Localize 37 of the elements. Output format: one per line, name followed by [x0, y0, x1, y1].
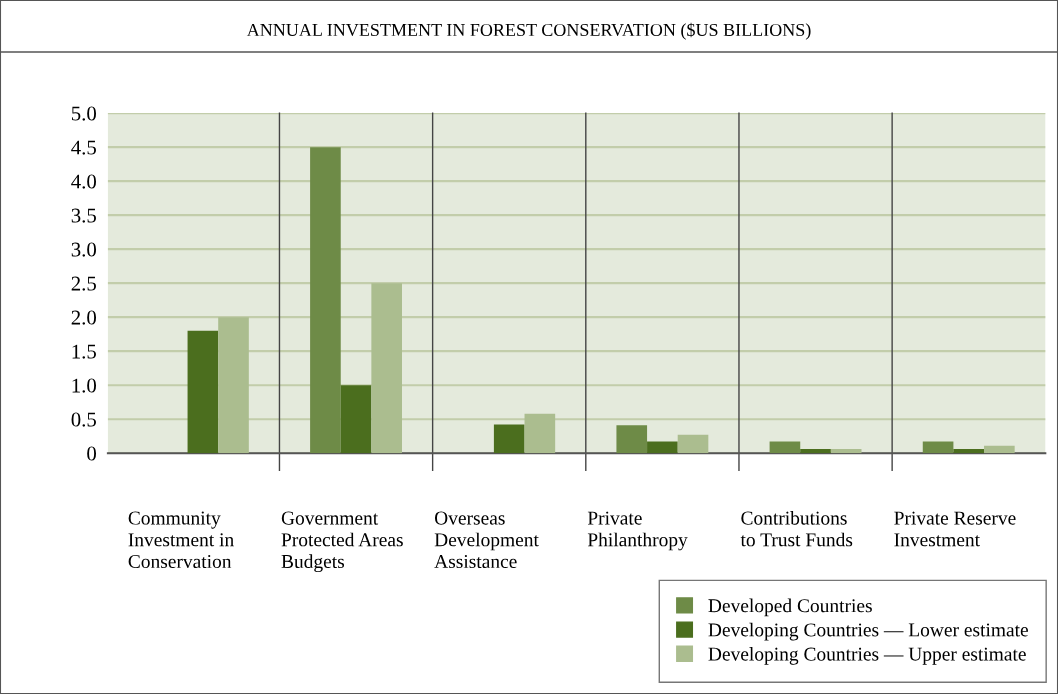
- bar: [340, 385, 372, 454]
- y-tick-label: 4.5: [71, 140, 96, 155]
- y-tick-label: 0.5: [71, 412, 96, 427]
- y-tick-label: 3.0: [71, 242, 97, 257]
- legend-label: Developing Countries — Lower estimate: [708, 622, 1028, 641]
- y-tick-label: 5.0: [71, 106, 97, 121]
- bar: [984, 445, 1015, 454]
- bar: [800, 449, 831, 454]
- x-tick-label: Contributions to Trust Funds: [740, 510, 853, 547]
- chart-title: ANNUAL INVESTMENT IN FOREST CONSERVATION ($US BILLIONS): [246, 22, 811, 40]
- bar: [616, 425, 648, 454]
- bar: [647, 441, 678, 454]
- y-tick-label: 4.0: [71, 174, 97, 189]
- x-tick-label: Community Investment in Conservation: [128, 511, 234, 569]
- bar: [830, 449, 862, 454]
- bar: [493, 424, 525, 454]
- bar: [677, 434, 709, 454]
- y-tick-label: 1.5: [72, 344, 96, 359]
- x-tick-label: Private Philanthropy: [587, 511, 688, 551]
- bar: [953, 449, 985, 454]
- bar: [922, 441, 954, 454]
- x-tick-label: Overseas Development Assistance: [434, 511, 539, 569]
- legend-label: Developing Countries — Upper estimate: [708, 647, 1026, 665]
- y-tick-label: 0: [87, 446, 97, 461]
- legend-label: Developed Countries: [708, 598, 872, 617]
- bar: [524, 413, 556, 454]
- x-tick-label: Government Protected Areas Budgets: [281, 511, 403, 573]
- bar: [187, 330, 219, 454]
- bar: [769, 441, 801, 454]
- y-tick-label: 1.0: [72, 378, 97, 393]
- y-tick-label: 3.5: [71, 208, 96, 223]
- y-tick-label: 2.0: [71, 310, 97, 325]
- bar: [310, 147, 341, 454]
- x-tick-label: Private Reserve Investment: [894, 511, 1016, 547]
- y-tick-label: 2.5: [71, 276, 96, 291]
- bar: [218, 317, 249, 454]
- bar: [371, 283, 402, 454]
